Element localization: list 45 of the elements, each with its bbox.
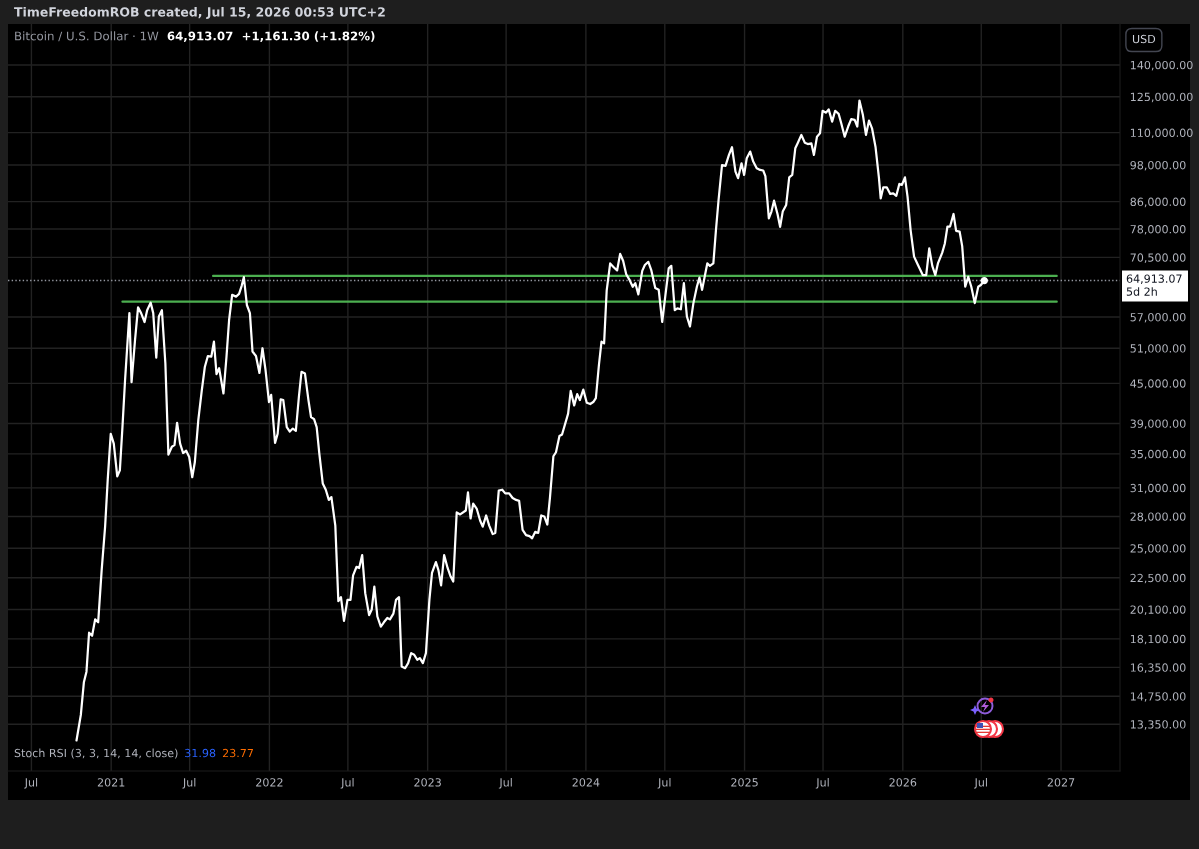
y-tick-label: 125,000.00	[1130, 92, 1193, 103]
line-series	[75, 99, 986, 742]
y-tick-label: 35,000.00	[1130, 449, 1186, 460]
x-tick-label: 2022	[256, 778, 283, 787]
text: USD	[1132, 34, 1156, 44]
y-tick-label: 25,000.00	[1130, 544, 1186, 554]
x-tick-label: Jul	[815, 777, 829, 789]
y-tick-label: 45,000.00	[1130, 379, 1186, 389]
x-tick-label: 2023	[414, 778, 441, 787]
y-tick-label: 39,000.00	[1130, 419, 1186, 429]
y-tick-label: 13,350.00	[1130, 720, 1186, 730]
y-tick-label: 28,000.00	[1130, 512, 1186, 522]
x-tick-label: 2025	[731, 778, 758, 787]
x-tick-label: Jul	[24, 777, 38, 789]
text: TimeFreedomROB created, Jul 15, 2026 00:53 UTC+2	[14, 6, 385, 19]
y-tick-label: 140,000.00	[1130, 60, 1193, 71]
x-tick-label: 2027	[1047, 778, 1075, 787]
y-tick-label: 22,500.00	[1130, 573, 1186, 584]
y-tick-label: 78,000.00	[1130, 225, 1186, 235]
text: 5d 2h	[1126, 287, 1157, 296]
x-tick-label: 2026	[889, 778, 917, 787]
x-tick-label: Jul	[182, 777, 196, 789]
y-tick-label: 16,350.00	[1130, 663, 1186, 673]
y-tick-label: 110,000.00	[1130, 128, 1193, 139]
y-tick-label: 86,000.00	[1130, 197, 1186, 208]
y-tick-label: 31,000.00	[1130, 483, 1186, 494]
annotation: 31.98	[185, 748, 216, 758]
x-tick-label: 2024	[572, 778, 600, 787]
y-tick-label: 57,000.00	[1130, 313, 1186, 323]
y-tick-label: 98,000.00	[1130, 160, 1186, 171]
y-tick-label: 20,100.00	[1130, 605, 1186, 615]
text: Bitcoin / U.S. Dollar · 1W	[15, 31, 159, 42]
annotation: Stoch RSI (3, 3, 14, 14, close)	[14, 748, 178, 759]
y-tick-label: 51,000.00	[1130, 344, 1186, 354]
x-tick-label: 2021	[97, 778, 125, 787]
y-tick-label: 18,100.00	[1130, 634, 1186, 645]
y-tick-label: 14,750.00	[1130, 692, 1186, 702]
text: 64,913.07 +1,161.30 (+1.82%)	[167, 31, 375, 42]
x-tick-label: Jul	[340, 777, 354, 789]
x-tick-label: Jul	[657, 777, 671, 789]
x-tick-label: Jul	[973, 777, 987, 789]
y-tick-label: 70,500.00	[1130, 253, 1186, 263]
x-tick-label: Jul	[498, 777, 512, 789]
ref-line-label: 64,913.07	[1126, 274, 1182, 284]
annotation: 23.77	[222, 748, 253, 758]
